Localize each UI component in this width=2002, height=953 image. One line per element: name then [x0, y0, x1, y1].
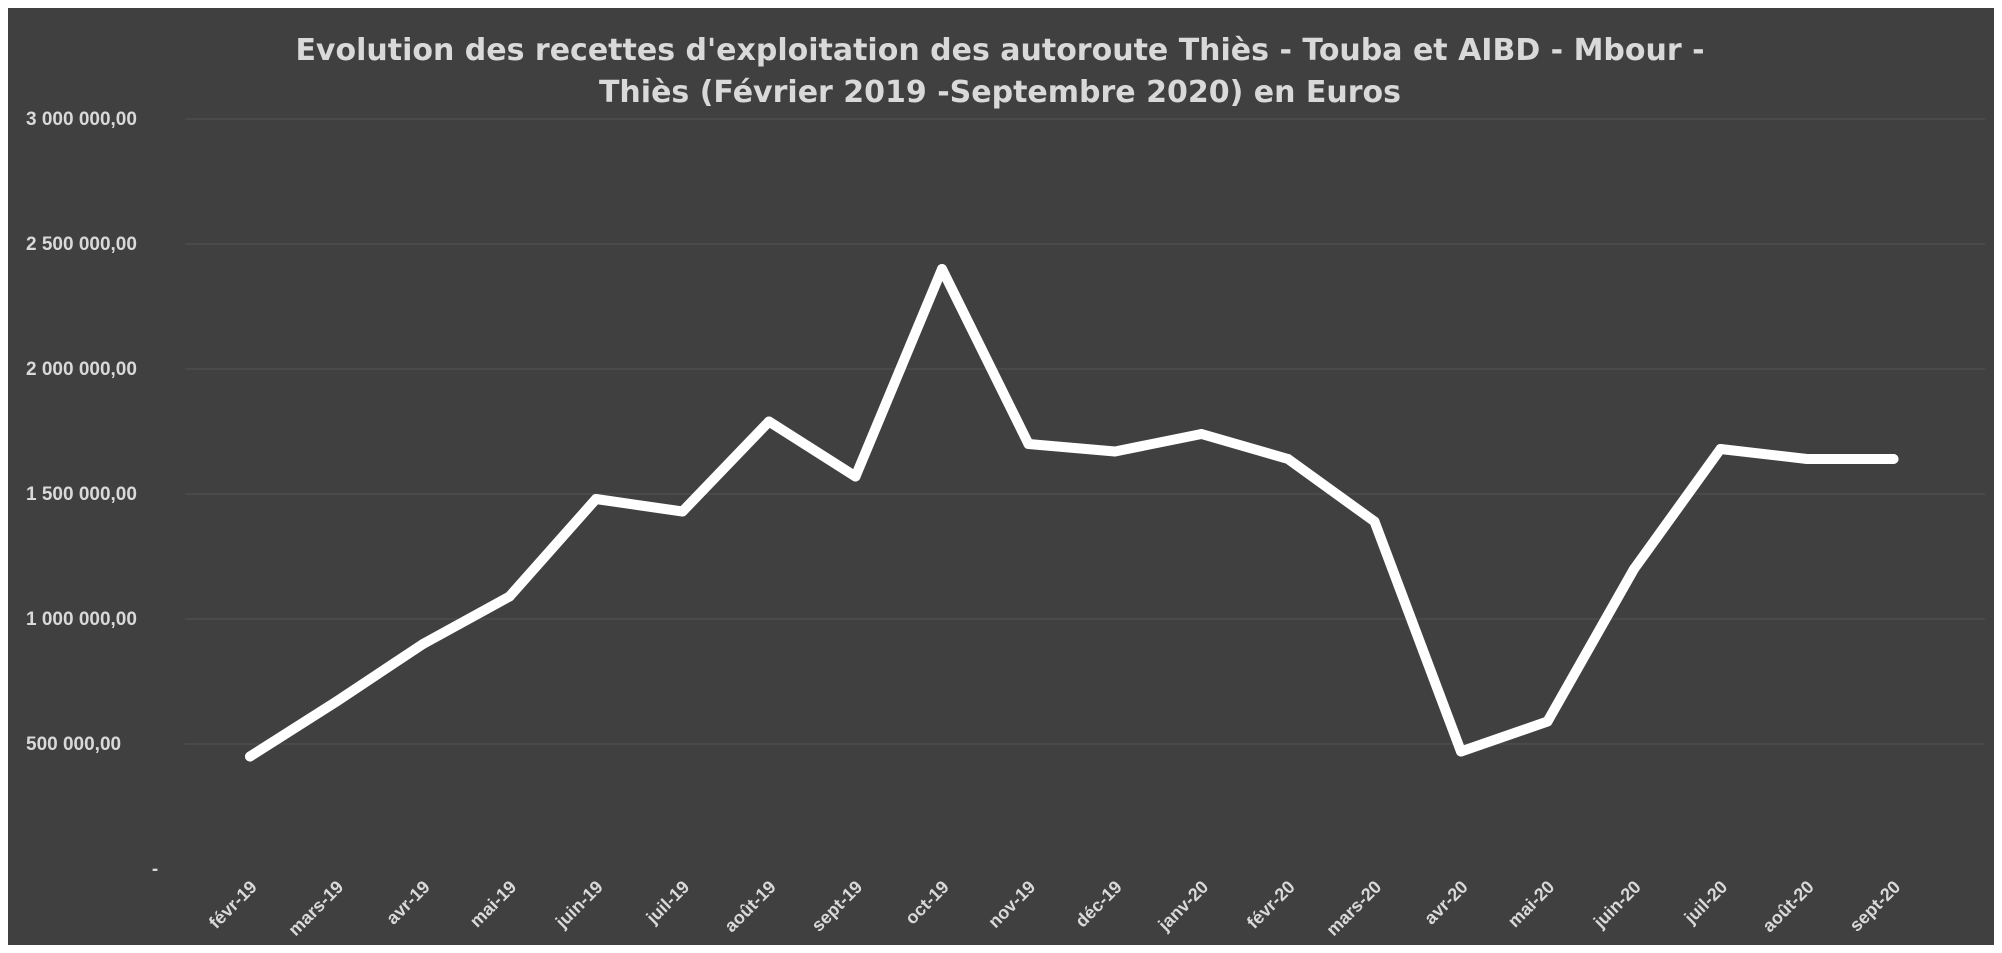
x-tick-label: juin-19 — [551, 877, 607, 933]
data-point — [1802, 454, 1812, 464]
chart-area — [8, 8, 1994, 945]
data-point — [937, 264, 947, 274]
data-point — [1369, 516, 1380, 527]
x-tick-label: juil-19 — [642, 877, 694, 929]
chart-title-line-1: Evolution des recettes d'exploitation de… — [295, 33, 1704, 68]
y-tick-label: 500 000,00 — [26, 734, 121, 755]
x-tick-label: juin-20 — [1589, 877, 1645, 933]
x-tick-label: juil-20 — [1680, 877, 1732, 929]
chart-title: Evolution des recettes d'exploitation de… — [295, 33, 1704, 110]
x-tick-label: sept-20 — [1846, 877, 1905, 936]
data-point — [1110, 446, 1120, 457]
data-point — [1542, 716, 1553, 727]
x-tick-label: janv-20 — [1154, 877, 1213, 936]
data-point — [1283, 454, 1293, 464]
data-point — [764, 416, 774, 427]
x-tick-label: mars-19 — [284, 877, 347, 940]
data-point — [1196, 429, 1207, 439]
x-tick-label: avr-19 — [382, 877, 434, 929]
y-tick-label: 3 000 000,00 — [26, 109, 137, 130]
data-point — [1456, 746, 1466, 757]
x-axis-tick-labels: févr-19 mars-19 avr-19 mai-19 juin-19 juil-19… — [205, 877, 1904, 940]
x-tick-label: nov-19 — [984, 877, 1039, 932]
data-point — [418, 639, 428, 649]
y-tick-label: 1 500 000,00 — [26, 484, 137, 505]
y-tick-label: 2 000 000,00 — [26, 359, 137, 380]
data-point — [1715, 444, 1726, 454]
data-point — [591, 494, 601, 504]
x-tick-label: mars-20 — [1322, 877, 1385, 940]
x-tick-label: févr-20 — [1243, 877, 1299, 933]
data-point — [1023, 439, 1034, 449]
x-tick-label: mai-20 — [1504, 877, 1558, 931]
x-tick-label: déc-19 — [1071, 877, 1125, 931]
data-point — [504, 591, 515, 602]
data-point — [245, 751, 255, 762]
data-point — [677, 506, 688, 517]
data-point — [1629, 564, 1639, 574]
series-line — [245, 264, 1899, 762]
x-tick-label: mai-19 — [466, 877, 520, 931]
chart-title-line-2: Thiès (Février 2019 -Septembre 2020) en … — [599, 75, 1401, 110]
gridlines — [185, 118, 1985, 745]
y-tick-label: 1 000 000,00 — [26, 609, 137, 630]
data-point — [850, 471, 861, 482]
x-tick-label: sept-19 — [808, 877, 867, 936]
data-point — [1888, 454, 1899, 464]
y-axis-tick-labels: - 500 000,00 1 000 000,00 1 500 000,00 2 000… — [26, 109, 158, 880]
y-tick-label: 2 500 000,00 — [26, 234, 137, 255]
y-tick-label: - — [152, 859, 158, 880]
x-tick-label: août-20 — [1758, 877, 1817, 936]
x-tick-label: oct-19 — [901, 877, 953, 929]
data-point — [331, 696, 342, 707]
x-tick-label: août-19 — [720, 877, 779, 936]
series-layer — [245, 264, 1899, 762]
x-tick-label: avr-20 — [1420, 877, 1472, 929]
x-tick-label: févr-19 — [205, 877, 261, 933]
